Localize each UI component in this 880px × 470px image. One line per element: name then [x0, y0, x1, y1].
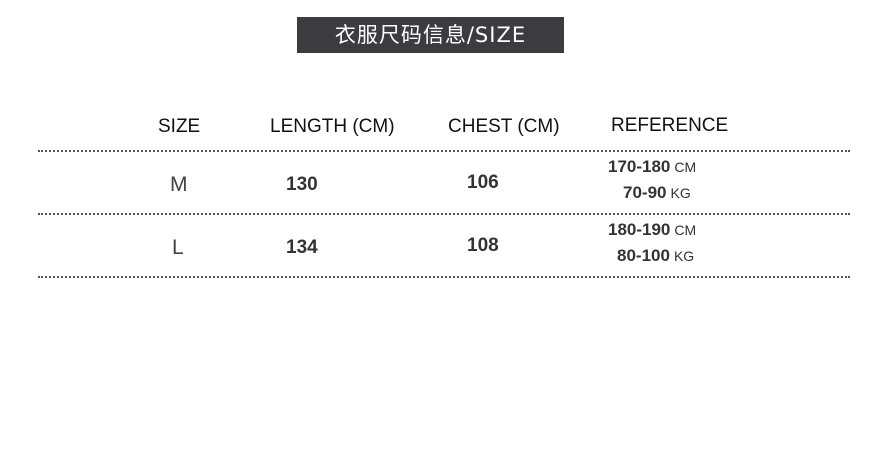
- chest-cell: 108: [467, 235, 499, 256]
- reference-height: 170-180 CM: [608, 157, 808, 177]
- divider: [38, 276, 850, 278]
- divider: [38, 213, 850, 215]
- weight-unit: KG: [670, 185, 691, 201]
- chest-cell: 106: [467, 172, 499, 193]
- height-unit: CM: [674, 222, 697, 238]
- length-cell: 130: [286, 174, 318, 195]
- divider: [38, 150, 850, 152]
- reference-height: 180-190 CM: [608, 220, 808, 240]
- header-chest: CHEST (CM): [448, 116, 560, 137]
- header-length: LENGTH (CM): [270, 116, 395, 137]
- weight-range: 70-90: [623, 183, 667, 202]
- header-size: SIZE: [158, 116, 201, 137]
- height-range: 170-180: [608, 157, 671, 176]
- height-range: 180-190: [608, 220, 671, 239]
- header-reference: REFERENCE: [611, 115, 729, 136]
- height-unit: CM: [674, 159, 697, 175]
- size-cell: M: [170, 173, 188, 196]
- weight-unit: KG: [673, 248, 695, 264]
- weight-range: 80-100: [617, 246, 670, 265]
- reference-weight: 70-90 KG: [623, 183, 823, 203]
- title-banner: 衣服尺码信息/SIZE: [297, 17, 564, 53]
- size-cell: L: [172, 236, 184, 259]
- reference-weight: 80-100 KG: [617, 246, 817, 266]
- length-cell: 134: [286, 237, 318, 258]
